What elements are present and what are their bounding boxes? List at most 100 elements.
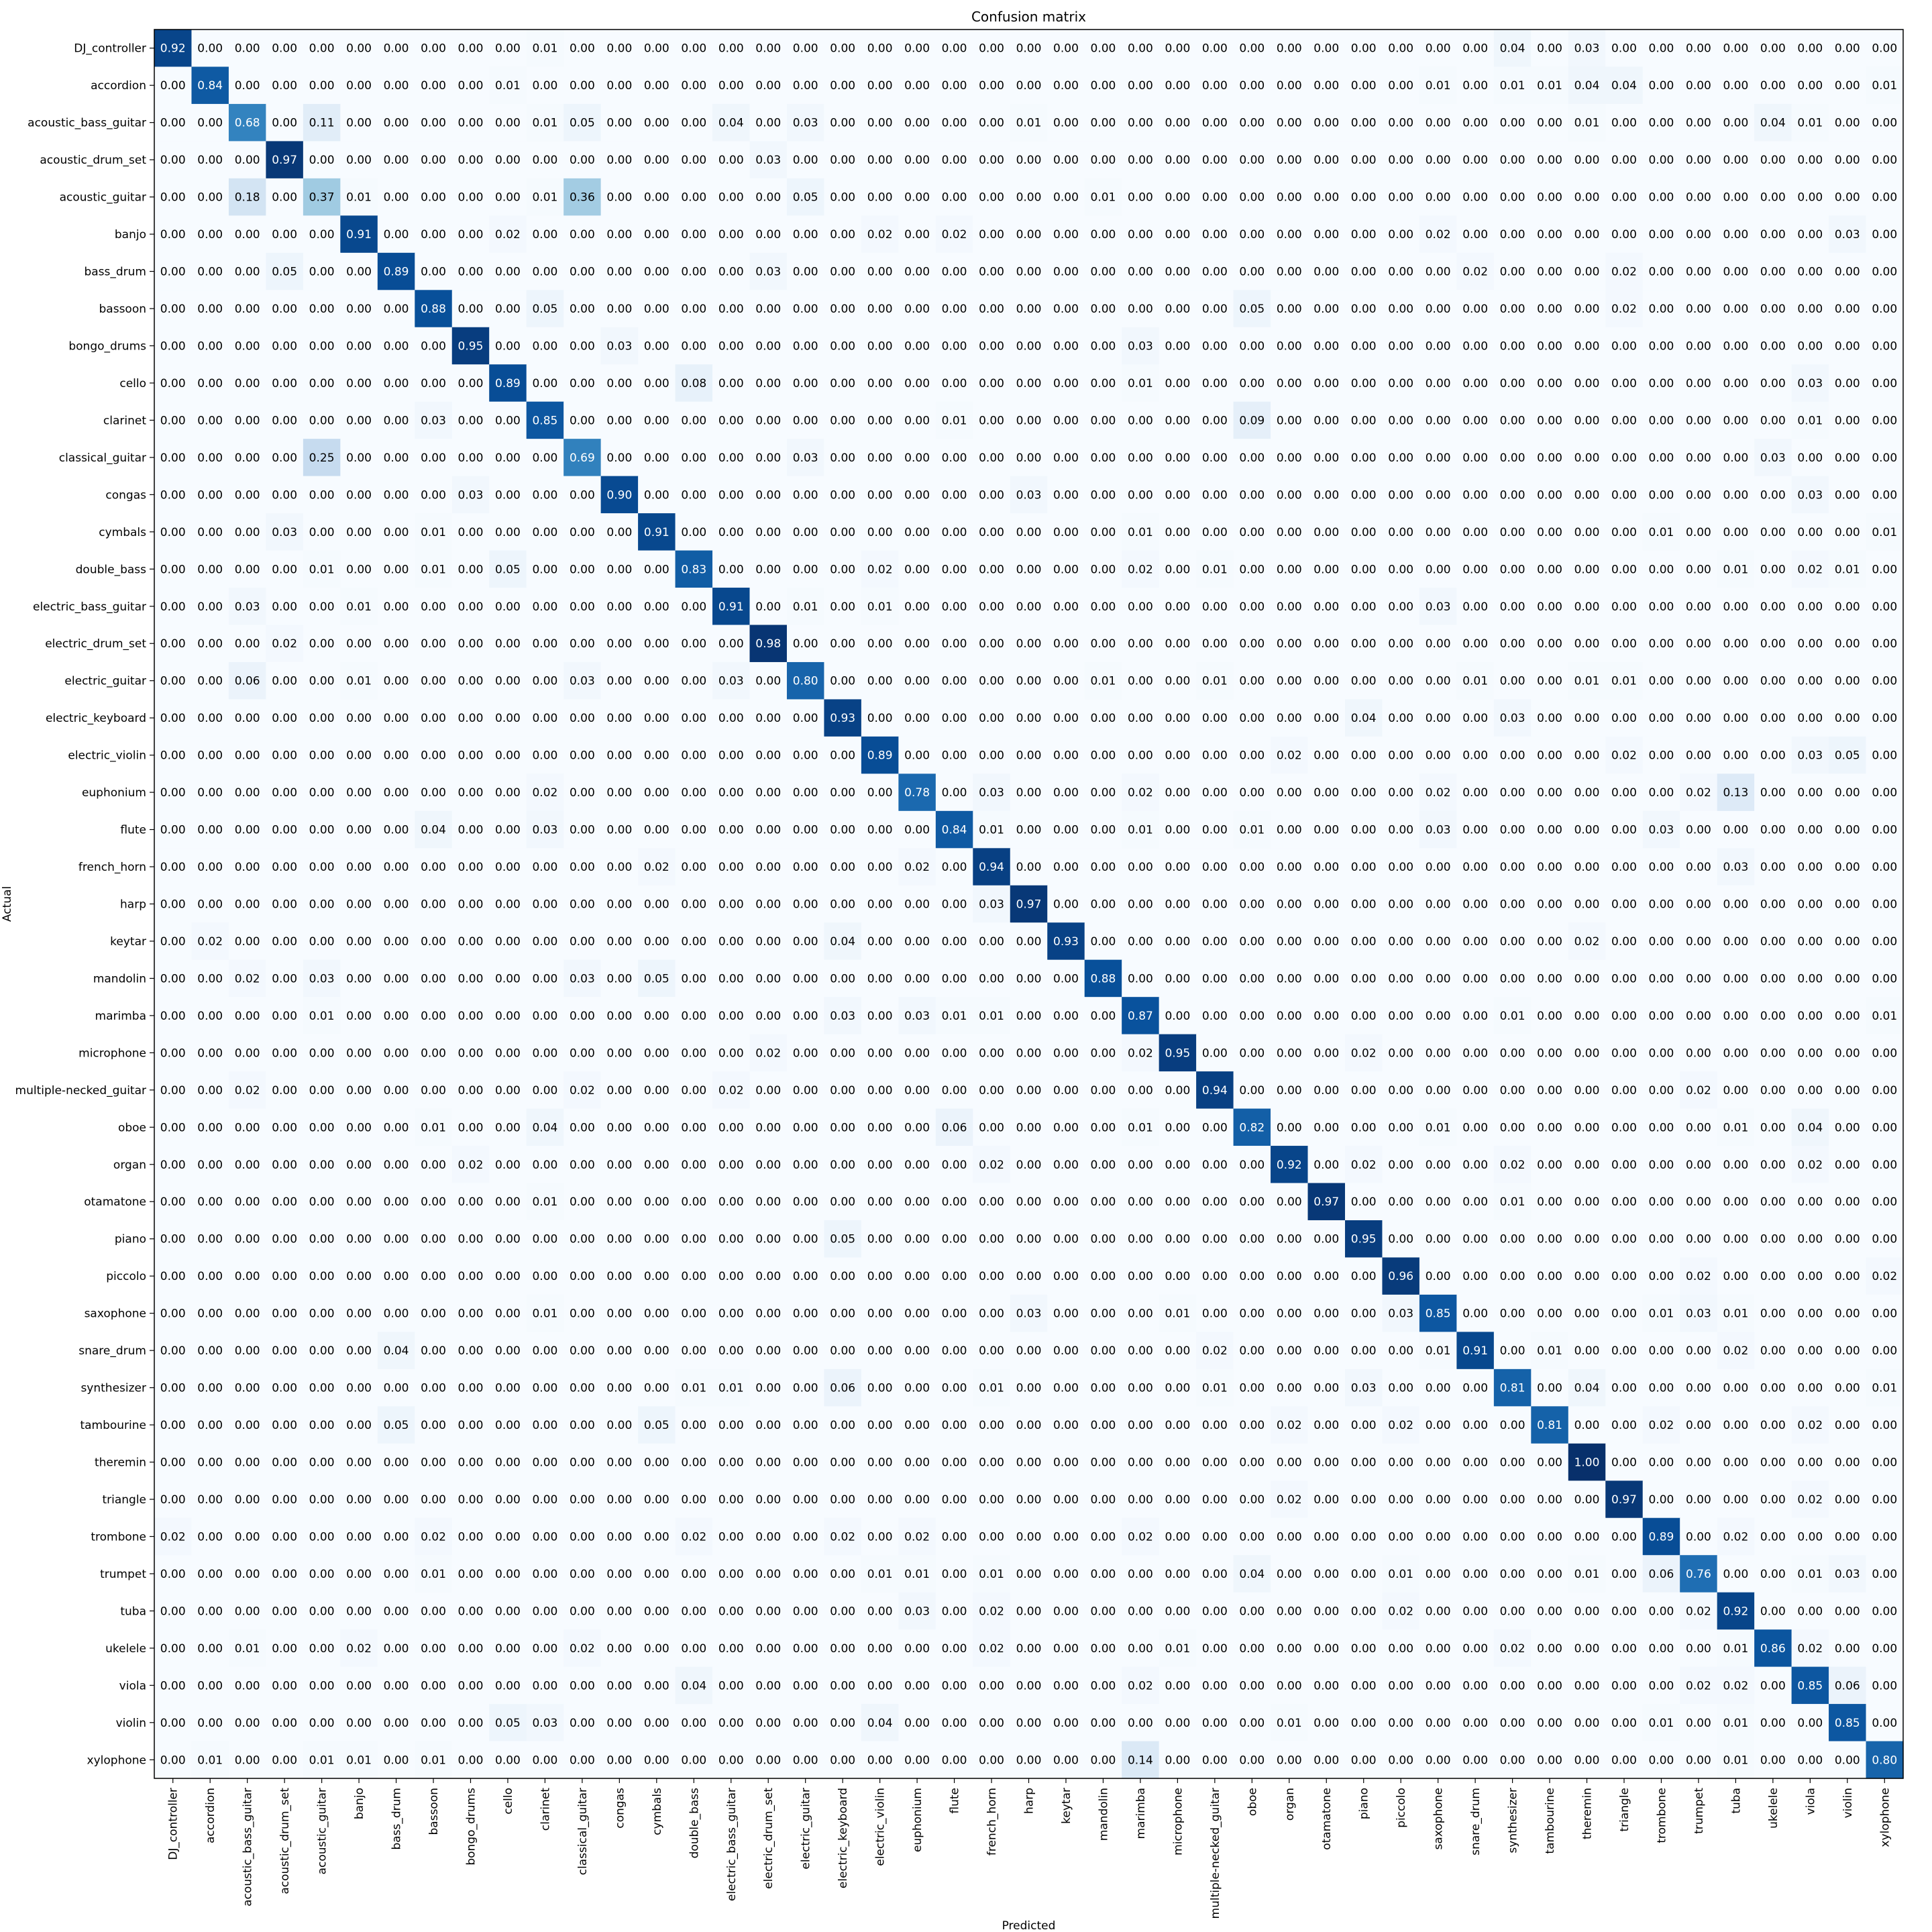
heatmap-cell (1271, 513, 1309, 551)
cell-value-label: 0.00 (1686, 488, 1711, 502)
heatmap-cell (1382, 327, 1420, 365)
heatmap-cell (1382, 513, 1420, 551)
cell-value-label: 0.02 (1649, 1419, 1674, 1432)
cell-value-label: 0.00 (1313, 935, 1339, 949)
cell-value-label: 0.00 (495, 1010, 521, 1023)
heatmap-cell (638, 103, 676, 142)
cell-value-label: 0.00 (1611, 339, 1637, 353)
x-tick-label: harp (1023, 1788, 1036, 1814)
cell-value-label: 0.00 (1016, 377, 1042, 390)
heatmap-cell (786, 252, 825, 290)
cell-value-label: 0.00 (644, 191, 669, 205)
cell-value-label: 0.00 (1239, 1307, 1265, 1321)
cell-value-label: 0.00 (1277, 1084, 1302, 1097)
cell-value-label: 0.01 (421, 526, 446, 539)
heatmap-cell (1271, 364, 1309, 402)
cell-value-label: 0.00 (830, 1159, 855, 1172)
cell-value-label: 0.00 (1202, 861, 1228, 874)
cell-value-label: 0.00 (495, 1568, 521, 1581)
cell-value-label: 0.00 (904, 526, 930, 539)
cell-value-label: 0.00 (235, 786, 260, 800)
cell-value-label: 0.00 (160, 935, 186, 949)
cell-value-label: 0.00 (346, 154, 372, 167)
heatmap-cell (1122, 439, 1160, 477)
cell-value-label: 0.00 (1426, 414, 1451, 427)
heatmap-cell (1754, 513, 1792, 551)
cell-value-label: 0.00 (644, 563, 669, 576)
cell-value-label: 0.00 (942, 526, 967, 539)
cell-value-label: 0.00 (1016, 1754, 1042, 1767)
cell-value-label: 0.00 (1649, 79, 1674, 93)
cell-value-label: 0.00 (606, 266, 632, 279)
heatmap-cell (1829, 290, 1867, 328)
y-tick-label: organ (113, 1159, 146, 1172)
cell-value-label: 0.00 (606, 675, 632, 688)
cell-value-label: 0.00 (1537, 786, 1562, 800)
x-tick-label: bass_drum (390, 1788, 404, 1850)
cell-value-label: 0.00 (1462, 1307, 1488, 1321)
heatmap-cell (1419, 215, 1457, 254)
heatmap-cell (526, 252, 564, 290)
cell-value-label: 0.00 (681, 1642, 706, 1656)
cell-value-label: 0.00 (606, 861, 632, 874)
cell-value-label: 0.00 (1313, 1084, 1339, 1097)
cell-value-label: 0.00 (1723, 1382, 1748, 1395)
cell-value-label: 0.00 (570, 1307, 595, 1321)
cell-value-label: 0.00 (309, 786, 335, 800)
heatmap-cell (154, 327, 193, 365)
cell-value-label: 0.00 (979, 1270, 1004, 1283)
heatmap-cell (749, 364, 788, 402)
cell-value-label: 0.00 (1313, 563, 1339, 576)
cell-value-label: 0.00 (532, 1493, 557, 1507)
cell-value-label: 0.00 (942, 861, 967, 874)
heatmap-cell (675, 141, 713, 179)
cell-value-label: 0.00 (1574, 861, 1600, 874)
cell-value-label: 0.00 (235, 1046, 260, 1060)
cell-value-label: 0.00 (867, 1195, 893, 1209)
heatmap-cell (1605, 513, 1644, 551)
heatmap-cell (749, 141, 788, 179)
heatmap-cell (1866, 252, 1904, 290)
cell-value-label: 0.00 (1202, 117, 1228, 130)
heatmap-cell (228, 141, 267, 179)
cell-value-label: 0.00 (197, 1233, 223, 1246)
x-tick-label: french_horn (985, 1788, 999, 1856)
heatmap-cell (935, 550, 973, 588)
cell-value-label: 0.00 (1091, 1084, 1116, 1097)
cell-value-label: 0.00 (1611, 1679, 1637, 1693)
cell-value-label: 0.00 (1351, 1195, 1377, 1209)
cell-value-label: 0.00 (1872, 563, 1897, 576)
heatmap-cell (1791, 66, 1829, 105)
cell-value-label: 0.00 (718, 898, 744, 912)
cell-value-label: 0.00 (606, 1195, 632, 1209)
cell-value-label: 0.01 (532, 42, 557, 56)
heatmap-cell (1122, 290, 1160, 328)
heatmap-cell (191, 327, 229, 365)
cell-value-label: 0.01 (1128, 1121, 1153, 1134)
cell-value-label: 0.00 (606, 1084, 632, 1097)
cell-value-label: 0.00 (1165, 339, 1190, 353)
cell-value-label: 0.00 (718, 1010, 744, 1023)
x-tick-label: cello (502, 1788, 515, 1815)
cell-value-label: 0.00 (793, 154, 818, 167)
heatmap-cell (1047, 103, 1085, 142)
cell-value-label: 0.00 (1760, 488, 1786, 502)
cell-value-label: 0.00 (384, 972, 409, 985)
cell-value-label: 0.00 (1462, 1084, 1488, 1097)
heatmap-cell (415, 550, 453, 588)
cell-value-label: 0.00 (1091, 1344, 1116, 1358)
cell-value-label: 0.00 (1351, 861, 1377, 874)
heatmap-cell (1196, 178, 1234, 216)
cell-value-label: 0.00 (421, 749, 446, 763)
cell-value-label: 0.00 (1277, 451, 1302, 465)
cell-value-label: 0.00 (830, 228, 855, 241)
cell-value-label: 0.02 (1611, 266, 1637, 279)
heatmap-cell (638, 252, 676, 290)
heatmap-cell (1791, 513, 1829, 551)
cell-value-label: 0.00 (1835, 675, 1860, 688)
heatmap-cell (526, 550, 564, 588)
heatmap-cell (861, 439, 899, 477)
cell-value-label: 0.00 (1091, 1010, 1116, 1023)
cell-value-label: 0.00 (1462, 414, 1488, 427)
cell-value-label: 0.00 (495, 749, 521, 763)
